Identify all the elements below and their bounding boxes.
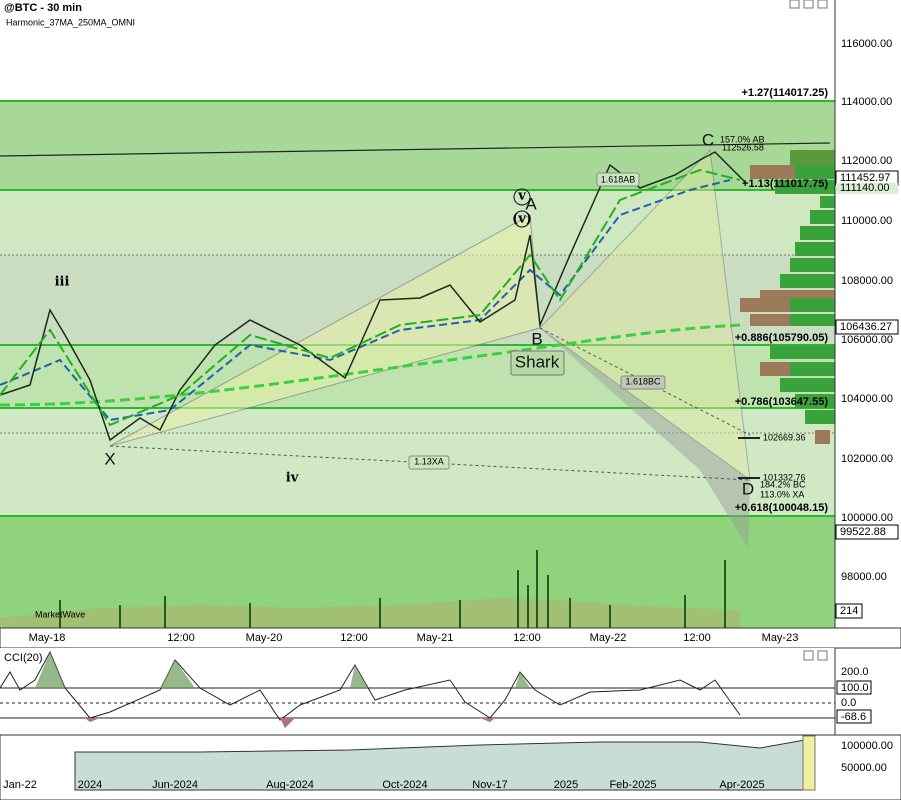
- price-marker-box: [836, 183, 898, 194]
- point-b: B: [531, 329, 542, 348]
- price-marker-box: [835, 524, 899, 540]
- time-label: 12:00: [167, 632, 195, 644]
- volume-bars: [59, 550, 726, 628]
- cci-path: [0, 650, 741, 721]
- ratio-box: [596, 172, 640, 187]
- ratio-label: 1.13XA: [414, 456, 444, 466]
- cci-tick: 0.0: [841, 697, 856, 709]
- price-marker: 99522.88: [840, 526, 886, 538]
- pattern-name: Shark: [515, 352, 560, 371]
- time-label: May-18: [29, 632, 66, 644]
- pattern-name-box: [510, 350, 565, 376]
- time-label: May-22: [590, 632, 627, 644]
- price-marker-box: [835, 603, 863, 619]
- navigator-area: [74, 739, 806, 791]
- volume-area: [0, 598, 740, 628]
- cci-oversold: [85, 718, 495, 728]
- nav-label: 2024: [78, 779, 102, 791]
- cci-box: [836, 709, 872, 724]
- fib-label: +1.13(111017.75): [742, 178, 828, 190]
- time-label: 12:00: [683, 632, 711, 644]
- time-label: 12:00: [340, 632, 368, 644]
- note: 157.0% AB: [720, 134, 765, 144]
- time-label: May-21: [417, 632, 454, 644]
- note: 101332.76: [763, 472, 806, 482]
- price-marker: 106436.27: [840, 321, 892, 333]
- ratio-label: 1.618BC: [625, 376, 661, 386]
- wave-circle: [513, 188, 531, 206]
- price-tick: 102000.00: [841, 453, 893, 465]
- point-d: D: [742, 479, 754, 498]
- pattern-xab: [109, 214, 541, 447]
- study-name: Harmonic_37MA_250MA_OMNI: [6, 17, 135, 27]
- price-tick: 112000.00: [841, 155, 892, 167]
- ma-fast: [0, 168, 741, 427]
- nav-label: Nov-17: [472, 779, 507, 791]
- wave-label: v: [517, 189, 526, 204]
- wave-label: iii: [55, 275, 70, 290]
- cci-panel: [0, 648, 835, 735]
- volume-label: MarketWave: [35, 609, 85, 619]
- note: 184.2% BC: [760, 479, 806, 489]
- price-tick: 108000.00: [841, 275, 893, 287]
- cci-title: CCI(20): [4, 652, 43, 664]
- price-marker-box: [835, 319, 899, 335]
- price-tick: 98000.00: [841, 571, 887, 583]
- fib-label: +0.618(100048.15): [735, 502, 829, 514]
- ma-250: [0, 323, 741, 407]
- time-label: May-23: [762, 632, 799, 644]
- note: 102669.36: [763, 432, 806, 442]
- fib-label: +0.786(103647.55): [735, 396, 829, 408]
- wave-circle: [513, 210, 531, 228]
- nav-label: 2025: [554, 779, 578, 791]
- fib-label: +0.886(105790.05): [735, 332, 829, 344]
- price-axis: [835, 0, 901, 628]
- panel-controls[interactable]: [789, 0, 828, 661]
- time-label: May-20: [246, 632, 283, 644]
- price-marker: 111452.97: [840, 172, 890, 184]
- trend-line: [0, 142, 831, 157]
- ratio-box: [408, 455, 450, 470]
- chart-title: @BTC - 30 min: [4, 2, 82, 14]
- pattern-bcd: [539, 148, 751, 482]
- price-tick: 116000.00: [841, 38, 892, 50]
- cci-box: [836, 680, 872, 695]
- price-tick: 114000.00: [841, 96, 892, 108]
- nav-label: Oct-2024: [382, 779, 427, 791]
- nav-label: Apr-2025: [719, 779, 764, 791]
- ratio-label: 1.618AB: [601, 174, 636, 184]
- nav-tick: 100000.00: [841, 740, 893, 752]
- cci-tick: 200.0: [841, 666, 869, 678]
- point-a: A: [525, 194, 537, 213]
- cci-tick: -68.6: [841, 711, 866, 723]
- price-tick: 110000.00: [841, 215, 892, 227]
- volume-profile: [740, 150, 835, 444]
- cci-tick: 100.0: [841, 682, 869, 694]
- nav-label: Feb-2025: [609, 779, 656, 791]
- note: 113.0% XA: [760, 489, 804, 499]
- price-tick: 100000.00: [841, 512, 893, 524]
- wave-label: iv: [286, 471, 299, 486]
- wave-label: (v): [512, 212, 532, 227]
- point-c: C: [702, 130, 714, 149]
- time-label: 12:00: [513, 632, 541, 644]
- point-x: X: [104, 449, 115, 468]
- note: 112526.58: [722, 142, 764, 152]
- nav-tick: 50000.00: [841, 762, 887, 774]
- price-tick: 104000.00: [841, 393, 893, 405]
- nav-label: Aug-2024: [266, 779, 314, 791]
- navigator-window: [802, 735, 816, 791]
- nav-label: Jun-2024: [152, 779, 198, 791]
- price-tick: 106000.00: [841, 334, 893, 346]
- ratio-box: [620, 375, 666, 390]
- price-marker: 111140.00: [840, 182, 890, 194]
- nav-label: Jan-22: [3, 779, 37, 791]
- price-marker: 214: [840, 605, 858, 617]
- fib-label: +1.27(114017.25): [741, 87, 828, 99]
- price-ticks: 116000.00 114000.00 112000.00 110000.00 …: [841, 38, 893, 583]
